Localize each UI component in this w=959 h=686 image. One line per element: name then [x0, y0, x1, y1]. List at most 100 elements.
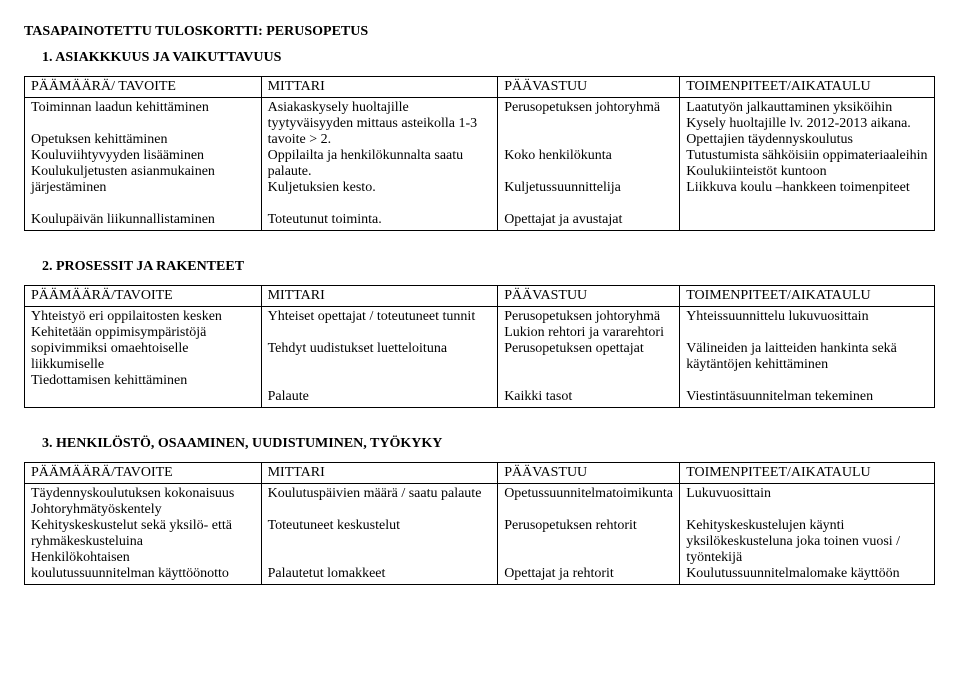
cell-line: [268, 325, 492, 341]
cell-mittari: Asiakaskysely huoltajille tyytyväisyyden…: [261, 98, 498, 231]
cell-line: Kehityskeskustelujen käynti yksilökeskus…: [686, 518, 928, 566]
col-header: TOIMENPITEET/AIKATAULU: [680, 286, 935, 307]
cell-line: Koulupäivän liikunnallistaminen: [31, 212, 255, 228]
table-1: PÄÄMÄÄRÄ/ TAVOITE MITTARI PÄÄVASTUU TOIM…: [24, 76, 935, 231]
cell-line: Perusopetuksen johtoryhmä: [504, 309, 673, 325]
cell-line: Yhteistyö eri oppilaitosten kesken: [31, 309, 255, 325]
table-row: PÄÄMÄÄRÄ/TAVOITE MITTARI PÄÄVASTUU TOIME…: [25, 463, 935, 484]
cell-line: Lukion rehtori ja vararehtori: [504, 325, 673, 341]
cell-line: [268, 196, 492, 212]
cell-paavastuu: Perusopetuksen johtoryhmä Lukion rehtori…: [498, 307, 680, 408]
cell-line: Toteutunut toiminta.: [268, 212, 492, 228]
cell-paavastuu: Opetussuunnitelmatoimikunta Perusopetuks…: [498, 484, 680, 585]
col-header: MITTARI: [261, 463, 498, 484]
cell-line: Kysely huoltajille lv. 2012-2013 aikana.: [686, 116, 928, 132]
cell-line: Palautetut lomakkeet: [268, 566, 492, 582]
cell-paavastuu: Perusopetuksen johtoryhmä Koko henkilöku…: [498, 98, 680, 231]
cell-line: Kouluviihtyvyyden lisääminen: [31, 148, 255, 164]
cell-line: Täydennyskoulutuksen kokonaisuus: [31, 486, 255, 502]
cell-line: [268, 550, 492, 566]
col-header: PÄÄMÄÄRÄ/TAVOITE: [25, 463, 262, 484]
cell-line: [268, 502, 492, 518]
cell-line: [268, 373, 492, 389]
col-header: MITTARI: [261, 77, 498, 98]
cell-line: Välineiden ja laitteiden hankinta sekä k…: [686, 341, 928, 373]
cell-line: Koulutussuunnitelmalomake käyttöön: [686, 566, 928, 582]
cell-line: Viestintäsuunnitelman tekeminen: [686, 389, 928, 405]
cell-line: [504, 164, 673, 180]
col-header: PÄÄMÄÄRÄ/ TAVOITE: [25, 77, 262, 98]
cell-line: [504, 116, 673, 132]
cell-line: Laatutyön jalkauttaminen yksiköihin: [686, 100, 928, 116]
cell-toimenpiteet: Laatutyön jalkauttaminen yksiköihin Kyse…: [680, 98, 935, 231]
cell-line: [504, 357, 673, 373]
col-header: PÄÄVASTUU: [498, 463, 680, 484]
cell-line: Opettajat ja avustajat: [504, 212, 673, 228]
cell-line: Koulukiinteistöt kuntoon: [686, 164, 928, 180]
cell-line: Tutustumista sähköisiin oppimateriaaleih…: [686, 148, 928, 164]
cell-line: [31, 116, 255, 132]
cell-line: [504, 132, 673, 148]
cell-line: Palaute: [268, 389, 492, 405]
cell-mittari: Yhteiset opettajat / toteutuneet tunnit …: [261, 307, 498, 408]
cell-line: Kaikki tasot: [504, 389, 673, 405]
cell-line: Henkilökohtaisen koulutussuunnitelman kä…: [31, 550, 255, 582]
table-2: PÄÄMÄÄRÄ/TAVOITE MITTARI PÄÄVASTUU TOIME…: [24, 285, 935, 408]
cell-line: Lukuvuosittain: [686, 486, 928, 502]
cell-line: [686, 373, 928, 389]
page-title: TASAPAINOTETTU TULOSKORTTI: PERUSOPETUS: [24, 24, 935, 40]
cell-line: Toteutuneet keskustelut: [268, 518, 492, 534]
table-row: Täydennyskoulutuksen kokonaisuus Johtory…: [25, 484, 935, 585]
cell-line: Opettajien täydennyskoulutus: [686, 132, 928, 148]
table-row: PÄÄMÄÄRÄ/TAVOITE MITTARI PÄÄVASTUU TOIME…: [25, 286, 935, 307]
cell-line: Opettajat ja rehtorit: [504, 566, 673, 582]
cell-line: [31, 196, 255, 212]
cell-line: Tehdyt uudistukset luetteloituna: [268, 341, 492, 357]
cell-line: Opetussuunnitelmatoimikunta: [504, 486, 673, 502]
section-heading-1: 1. ASIAKKKUUS JA VAIKUTTAVUUS: [42, 50, 935, 66]
cell-line: Oppilailta ja henkilökunnalta saatu pala…: [268, 148, 492, 180]
cell-toimenpiteet: Lukuvuosittain Kehityskeskustelujen käyn…: [680, 484, 935, 585]
table-row: PÄÄMÄÄRÄ/ TAVOITE MITTARI PÄÄVASTUU TOIM…: [25, 77, 935, 98]
col-header: PÄÄVASTUU: [498, 286, 680, 307]
cell-line: Kehitetään oppimisympäristöjä sopivimmik…: [31, 325, 255, 373]
col-header: PÄÄMÄÄRÄ/TAVOITE: [25, 286, 262, 307]
cell-line: [686, 502, 928, 518]
cell-line: Opetuksen kehittäminen: [31, 132, 255, 148]
cell-line: [686, 325, 928, 341]
cell-line: [268, 534, 492, 550]
cell-line: [504, 373, 673, 389]
cell-line: Kehityskeskustelut sekä yksilö- että ryh…: [31, 518, 255, 550]
cell-line: Liikkuva koulu –hankkeen toimenpiteet: [686, 180, 928, 196]
section-heading-2: 2. PROSESSIT JA RAKENTEET: [42, 259, 935, 275]
cell-line: [504, 502, 673, 518]
col-header: TOIMENPITEET/AIKATAULU: [680, 463, 935, 484]
cell-line: Kuljetuksien kesto.: [268, 180, 492, 196]
cell-tavoite: Toiminnan laadun kehittäminen Opetuksen …: [25, 98, 262, 231]
table-row: Yhteistyö eri oppilaitosten kesken Kehit…: [25, 307, 935, 408]
section-heading-3: 3. HENKILÖSTÖ, OSAAMINEN, UUDISTUMINEN, …: [42, 436, 935, 452]
col-header: MITTARI: [261, 286, 498, 307]
cell-line: Yhteiset opettajat / toteutuneet tunnit: [268, 309, 492, 325]
cell-line: Perusopetuksen opettajat: [504, 341, 673, 357]
cell-line: [268, 357, 492, 373]
cell-tavoite: Täydennyskoulutuksen kokonaisuus Johtory…: [25, 484, 262, 585]
cell-toimenpiteet: Yhteissuunnittelu lukuvuosittain Välinei…: [680, 307, 935, 408]
col-header: TOIMENPITEET/AIKATAULU: [680, 77, 935, 98]
cell-tavoite: Yhteistyö eri oppilaitosten kesken Kehit…: [25, 307, 262, 408]
table-3: PÄÄMÄÄRÄ/TAVOITE MITTARI PÄÄVASTUU TOIME…: [24, 462, 935, 585]
cell-line: Toiminnan laadun kehittäminen: [31, 100, 255, 116]
cell-line: [504, 196, 673, 212]
cell-line: Perusopetuksen rehtorit: [504, 518, 673, 534]
cell-line: Yhteissuunnittelu lukuvuosittain: [686, 309, 928, 325]
cell-mittari: Koulutuspäivien määrä / saatu palaute To…: [261, 484, 498, 585]
table-row: Toiminnan laadun kehittäminen Opetuksen …: [25, 98, 935, 231]
cell-line: Tiedottamisen kehittäminen: [31, 373, 255, 389]
cell-line: [504, 534, 673, 550]
cell-line: Perusopetuksen johtoryhmä: [504, 100, 673, 116]
cell-line: [504, 550, 673, 566]
cell-line: Johtoryhmätyöskentely: [31, 502, 255, 518]
cell-line: Koulutuspäivien määrä / saatu palaute: [268, 486, 492, 502]
cell-line: Asiakaskysely huoltajille tyytyväisyyden…: [268, 100, 492, 148]
cell-line: Koko henkilökunta: [504, 148, 673, 164]
